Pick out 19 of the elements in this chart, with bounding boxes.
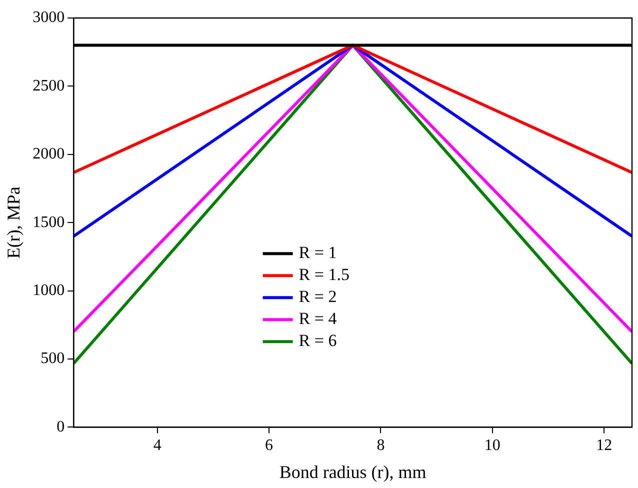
y-tick-label: 1500: [32, 214, 65, 231]
legend-label: R = 4: [298, 309, 338, 328]
x-tick-label: 6: [265, 437, 274, 454]
legend-label: R = 1.5: [298, 265, 350, 284]
x-tick-label: 4: [153, 437, 162, 454]
legend-label: R = 6: [298, 331, 337, 350]
x-tick-label: 10: [484, 437, 500, 454]
y-tick-label: 0: [56, 418, 65, 436]
y-axis-title: E(r), MPa: [4, 186, 24, 259]
legend-label: R = 2: [298, 287, 337, 306]
x-tick-label: 12: [596, 437, 612, 454]
y-tick-label: 2500: [32, 77, 65, 94]
y-tick-label: 3000: [32, 9, 65, 26]
y-tick-label: 2000: [32, 146, 65, 163]
y-tick-label: 500: [40, 350, 65, 368]
x-tick-label: 8: [376, 437, 385, 454]
x-axis-title: Bond radius (r), mm: [279, 462, 426, 482]
y-tick-label: 1000: [32, 282, 65, 300]
legend-label: R = 1: [298, 243, 337, 262]
